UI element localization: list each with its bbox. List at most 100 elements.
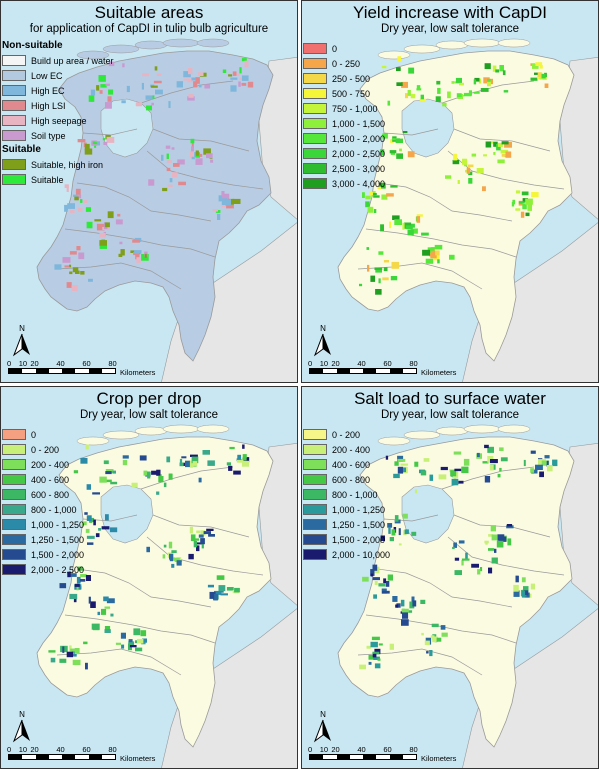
map-data-patch xyxy=(80,199,83,203)
legend-label: 400 - 600 xyxy=(332,459,371,470)
province-boundary xyxy=(377,568,513,608)
wadden-island xyxy=(76,50,110,60)
map-data-patch xyxy=(484,444,489,449)
map-data-patch xyxy=(221,193,230,200)
panel-suitable-areas: Suitable areas for application of CapDI i… xyxy=(0,0,298,383)
map-data-patch xyxy=(385,581,390,587)
map-data-patch xyxy=(366,247,370,250)
legend-label: 0 - 200 xyxy=(31,444,60,455)
map-data-patch xyxy=(120,632,126,639)
map-data-patch xyxy=(105,469,114,474)
map-data-patch xyxy=(69,251,77,255)
map-data-patch xyxy=(96,85,100,91)
legend-swatch xyxy=(303,178,327,189)
legend-label: 250 - 500 xyxy=(332,73,371,84)
map-data-patch xyxy=(110,613,114,617)
map-data-patch xyxy=(72,659,81,666)
province-boundary xyxy=(365,228,517,258)
map-data-patch xyxy=(405,225,413,230)
map-data-patch xyxy=(530,583,535,590)
scale-tick-label: 80 xyxy=(108,745,117,754)
map-data-patch xyxy=(69,271,73,275)
map-data-patch xyxy=(228,74,233,77)
map-data-patch xyxy=(212,209,218,212)
map-data-patch xyxy=(493,152,496,155)
map-data-patch xyxy=(461,466,469,474)
map-data-patch xyxy=(499,467,502,472)
map-data-patch xyxy=(373,656,380,660)
map-data-patch xyxy=(145,95,153,100)
legend-label: 3,000 - 4,000 xyxy=(332,178,386,189)
wadden-island xyxy=(162,38,200,48)
map-data-patch xyxy=(100,84,107,88)
legend-entry: 400 - 600 xyxy=(303,457,390,472)
map-data-patch xyxy=(382,590,390,594)
legend-label: 2,000 - 2,500 xyxy=(332,148,386,159)
map-data-patch xyxy=(372,577,380,581)
map-data-patch xyxy=(67,203,75,209)
map-data-patch xyxy=(203,531,211,535)
legend-swatch xyxy=(2,130,26,141)
legend-swatch xyxy=(303,43,327,54)
map-canvas xyxy=(1,1,297,382)
map-data-patch xyxy=(84,512,88,515)
map-data-patch xyxy=(440,625,446,630)
map-data-patch xyxy=(132,239,140,243)
map-data-patch xyxy=(190,454,198,457)
map-data-patch xyxy=(382,133,388,139)
map-data-patch xyxy=(85,662,88,670)
map-data-patch xyxy=(499,65,504,72)
map-data-patch xyxy=(129,645,137,648)
map-data-patch xyxy=(445,175,452,179)
scale-bar: 0 10 20 40 60 80 Kilometers xyxy=(308,359,456,377)
scale-tick-label: 60 xyxy=(383,359,392,368)
map-data-patch xyxy=(464,163,468,167)
map-data-patch xyxy=(377,658,381,661)
map-data-patch xyxy=(77,194,82,199)
map-data-patch xyxy=(94,219,102,222)
legend-label: 750 - 1,000 xyxy=(332,103,378,114)
panel-title: Suitable areas xyxy=(94,3,204,22)
map-data-patch xyxy=(166,456,171,463)
map-data-patch xyxy=(367,206,374,213)
map-data-patch xyxy=(80,574,87,578)
map-data-patch xyxy=(215,210,221,213)
map-data-patch xyxy=(525,212,530,217)
legend-swatch xyxy=(2,504,26,515)
map-data-patch xyxy=(202,450,210,455)
map-data-patch xyxy=(468,178,473,184)
wadden-island xyxy=(403,44,441,54)
legend-label: High EC xyxy=(31,85,65,96)
map-data-patch xyxy=(374,581,378,585)
scale-tick-label: 10 xyxy=(18,745,28,754)
legend-label: 500 - 750 xyxy=(332,88,371,99)
map-data-patch xyxy=(546,460,549,467)
map-data-patch xyxy=(85,207,91,212)
map-data-patch xyxy=(80,457,88,464)
legend-swatch xyxy=(303,459,327,470)
map-data-patch xyxy=(465,169,468,173)
map-data-patch xyxy=(440,466,448,471)
map-data-patch xyxy=(403,467,406,473)
wadden-island xyxy=(196,424,230,434)
map-data-patch xyxy=(454,468,462,472)
legend-heading: Non-suitable xyxy=(2,40,63,51)
scale-tick-label: 20 xyxy=(30,745,39,754)
svg-text:N: N xyxy=(320,710,326,719)
map-data-patch xyxy=(382,277,389,281)
map-data-patch xyxy=(487,78,491,82)
map-data-patch xyxy=(506,525,514,529)
map-data-patch xyxy=(430,250,436,258)
legend-swatch xyxy=(2,534,26,545)
panel-subtitle: Dry year, low salt tolerance xyxy=(79,409,219,421)
scale-tick-label: 20 xyxy=(331,745,340,754)
legend-label: 0 xyxy=(332,43,338,54)
map-data-patch xyxy=(62,257,71,263)
legend-swatch xyxy=(303,118,327,129)
legend-entry: 800 - 1,000 xyxy=(303,487,390,502)
map-data-patch xyxy=(362,192,365,198)
map-data-patch xyxy=(371,636,380,641)
legend-label: 0 - 200 xyxy=(332,429,361,440)
map-data-patch xyxy=(92,141,96,144)
map-data-patch xyxy=(214,593,219,601)
